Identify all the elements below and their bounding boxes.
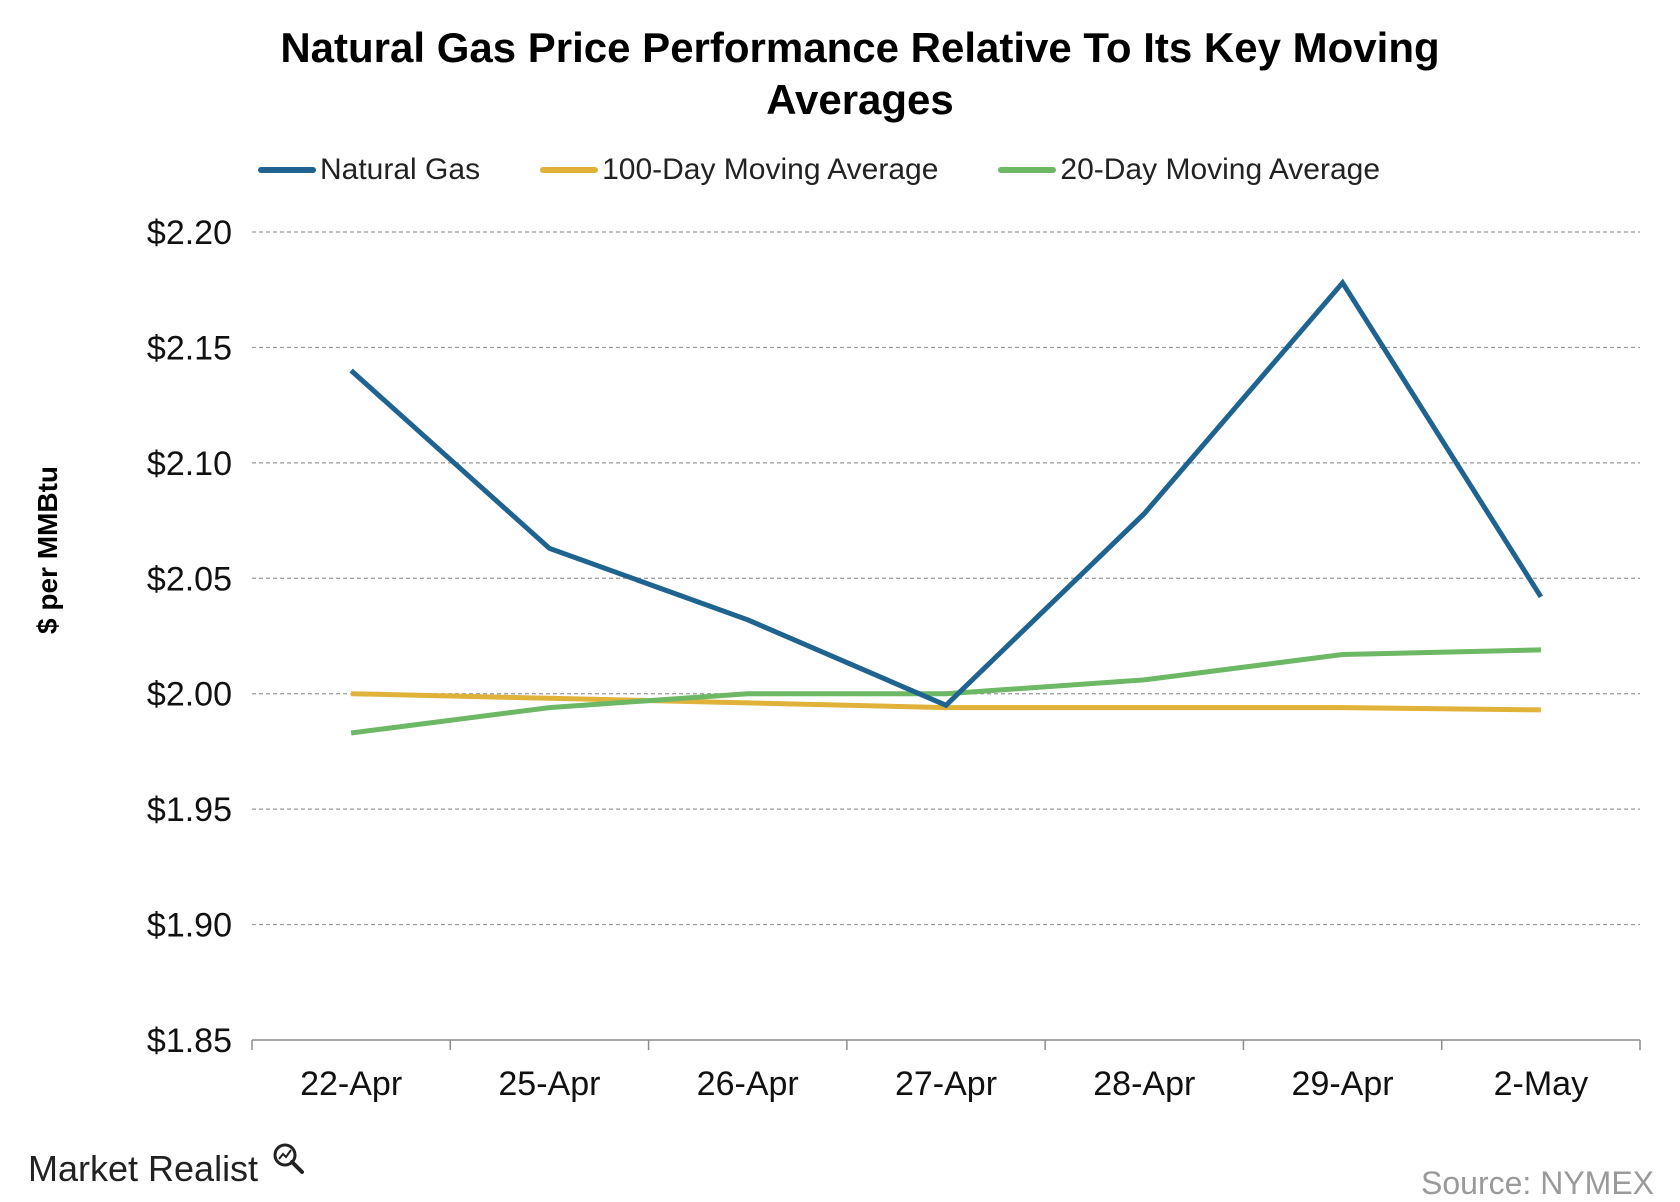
x-tick-label: 2-May (1494, 1065, 1588, 1103)
market-realist-logo: Market Realist (28, 1148, 258, 1190)
x-tick-label: 26-Apr (697, 1065, 799, 1103)
legend-swatch-natural-gas (258, 167, 316, 173)
x-tick-label: 27-Apr (895, 1065, 997, 1103)
series-line-natural-gas (349, 278, 1544, 709)
x-tick-label: 25-Apr (498, 1065, 600, 1103)
x-tick-label: 29-Apr (1292, 1065, 1394, 1103)
y-tick-label: $2.10 (147, 445, 232, 483)
y-tick-label: $2.00 (147, 676, 232, 714)
legend-label-natural-gas: Natural Gas (320, 153, 481, 186)
series-line-20-day-moving-average (350, 647, 1541, 736)
x-tick-label: 28-Apr (1093, 1065, 1195, 1103)
y-tick-label: $2.05 (147, 560, 232, 598)
y-tick-label: $2.15 (147, 329, 232, 367)
legend-label-20-day: 20-Day Moving Average (1060, 153, 1381, 186)
chart-legend: Natural Gas 100-Day Moving Average 20-Da… (258, 150, 1440, 190)
legend-item-100-day: 100-Day Moving Average (540, 153, 938, 187)
logo-text: Market Realist (28, 1148, 259, 1189)
chart-title-line-2: Averages (766, 76, 954, 123)
legend-swatch-100-day (540, 167, 599, 173)
legend-item-20-day: 20-Day Moving Average (998, 153, 1380, 187)
chart-title: Natural Gas Price Performance Relative T… (0, 22, 1680, 126)
y-tick-label: $1.85 (147, 1022, 232, 1060)
x-tick-label: 22-Apr (300, 1065, 402, 1103)
legend-item-natural-gas: Natural Gas (258, 153, 480, 187)
source-note: Source: NYMEX (1421, 1165, 1654, 1201)
magnifier-chart-icon (273, 1143, 304, 1174)
y-tick-label: $1.95 (147, 791, 232, 829)
y-tick-label: $2.20 (147, 214, 232, 252)
y-tick-label: $1.90 (147, 907, 232, 945)
legend-swatch-20-day (998, 167, 1057, 173)
legend-label-100-day: 100-Day Moving Average (602, 153, 939, 186)
chart-title-line-1: Natural Gas Price Performance Relative T… (280, 24, 1440, 71)
